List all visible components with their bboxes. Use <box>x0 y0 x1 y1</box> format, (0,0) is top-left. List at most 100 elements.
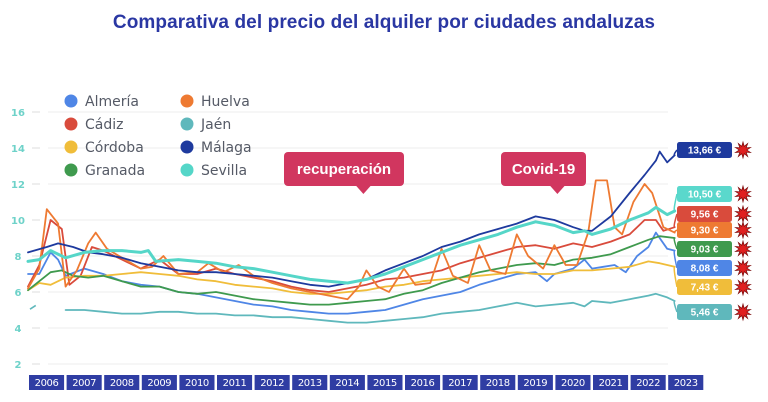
y-tick-label: 14 <box>11 144 25 155</box>
year-label: 2015 <box>373 378 397 389</box>
badge-box <box>677 260 732 276</box>
callout-box <box>284 152 404 186</box>
badge-value: 9,30 € <box>691 226 719 237</box>
end-value-labels: 8,08 € 9,56 € 7,43 € 9,03 € 9,30 € 5,46 € 13,6… <box>673 140 752 322</box>
legend-item[interactable]: Almería <box>64 94 139 110</box>
series-line-cordoba <box>27 260 676 295</box>
legend-swatch <box>180 163 194 177</box>
year-box <box>593 375 629 390</box>
legend-item[interactable]: Huelva <box>180 94 250 110</box>
y-tick-label: 10 <box>11 216 25 227</box>
year-box <box>141 375 177 390</box>
legend-item[interactable]: Córdoba <box>64 140 144 156</box>
year-box <box>217 375 253 390</box>
year-box <box>179 375 215 390</box>
end-value-badge: 7,43 € <box>673 266 752 297</box>
burst-icon <box>734 204 752 224</box>
end-value-badge: 8,08 € <box>673 249 752 278</box>
burst-icon <box>734 220 752 240</box>
series-line-sevilla <box>26 205 677 285</box>
year-label: 2012 <box>260 378 284 389</box>
burst-icon <box>734 184 752 204</box>
burst-icon <box>734 140 752 160</box>
callout-box <box>501 152 586 186</box>
year-cell: 2015 <box>367 375 403 390</box>
badge-value: 9,03 € <box>691 245 719 256</box>
end-value-badge: 13,66 € <box>673 140 752 160</box>
series-line-granada <box>27 235 676 306</box>
year-cell: 2010 <box>179 375 215 390</box>
legend-swatch <box>64 94 78 108</box>
burst-icon <box>734 302 752 322</box>
badge-value: 7,43 € <box>691 283 719 294</box>
legend-item[interactable]: Granada <box>64 163 146 179</box>
series-line-malaga <box>27 150 676 288</box>
badge-connector <box>673 266 678 288</box>
series-line-jaen-fragment <box>29 304 37 310</box>
year-box <box>630 375 666 390</box>
legend-item[interactable]: Jaén <box>180 117 232 133</box>
badge-box <box>677 304 732 320</box>
year-box <box>367 375 403 390</box>
series-line-jaen <box>64 292 676 324</box>
callout-label: Covid-19 <box>512 161 575 178</box>
legend-item[interactable]: Sevilla <box>180 163 248 179</box>
year-label: 2016 <box>411 378 435 389</box>
badge-connector <box>673 229 678 234</box>
burst-icon <box>734 239 752 259</box>
burst-icon <box>734 258 752 278</box>
year-cell: 2019 <box>517 375 553 390</box>
callout-pointer <box>355 185 372 194</box>
y-axis-ticks: 2 4 6 8 10 12 14 16 <box>11 108 25 371</box>
year-cell: 2006 <box>29 375 65 390</box>
year-label: 2018 <box>486 378 510 389</box>
legend-swatch <box>180 140 194 154</box>
badge-value: 10,50 € <box>688 190 722 201</box>
badge-connector <box>673 149 678 156</box>
year-cell: 2011 <box>217 375 253 390</box>
end-value-badge: 5,46 € <box>673 300 752 322</box>
badge-value: 8,08 € <box>691 264 719 275</box>
year-label: 2006 <box>35 378 59 389</box>
year-cell: 2016 <box>405 375 441 390</box>
badge-value: 13,66 € <box>688 146 722 157</box>
chart-title: Comparativa del precio del alquiler por … <box>112 12 656 33</box>
year-label: 2009 <box>147 378 171 389</box>
year-box <box>442 375 478 390</box>
year-box <box>480 375 516 390</box>
legend-label: Sevilla <box>201 163 247 179</box>
year-box <box>405 375 441 390</box>
legend-swatch <box>64 163 78 177</box>
legend-label: Málaga <box>201 140 252 156</box>
callout-pointer <box>549 185 566 194</box>
legend-label: Cádiz <box>85 117 123 133</box>
y-tick-label: 12 <box>11 180 25 191</box>
badge-box <box>677 241 732 257</box>
year-label: 2014 <box>335 378 359 389</box>
badge-connector <box>673 249 678 269</box>
year-cell: 2018 <box>480 375 516 390</box>
badge-value: 9,56 € <box>691 210 719 221</box>
year-label: 2021 <box>599 378 623 389</box>
year-label: 2011 <box>223 378 247 389</box>
badge-box <box>677 186 732 202</box>
year-cell: 2008 <box>104 375 140 390</box>
year-cell: 2022 <box>630 375 666 390</box>
year-cell: 2021 <box>593 375 629 390</box>
badge-connector <box>673 237 678 250</box>
year-cell: 2020 <box>555 375 591 390</box>
year-label: 2019 <box>523 378 547 389</box>
legend-label: Almería <box>85 94 139 110</box>
badge-box <box>677 222 732 238</box>
legend-swatch <box>64 117 78 131</box>
y-tick-label: 6 <box>15 288 22 299</box>
annotation-callout: Covid-19 <box>501 152 586 194</box>
legend-item[interactable]: Cádiz <box>64 117 124 133</box>
year-cell: 2007 <box>66 375 102 390</box>
series-line-huelva <box>27 179 676 301</box>
legend-item[interactable]: Málaga <box>180 140 252 156</box>
year-box <box>104 375 140 390</box>
end-value-badge: 10,50 € <box>673 184 752 212</box>
legend-label: Jaén <box>200 117 231 133</box>
